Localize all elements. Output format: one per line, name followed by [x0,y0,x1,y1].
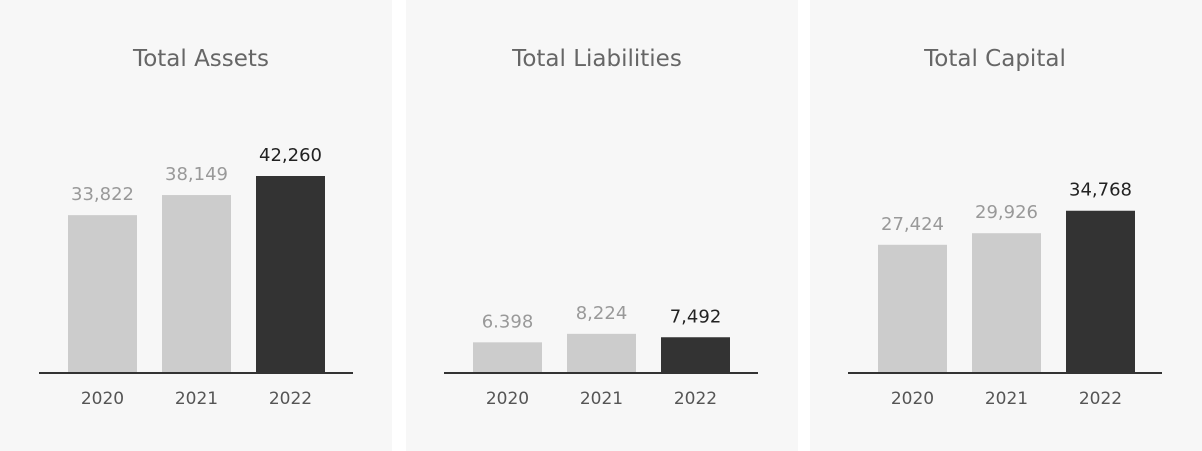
data-label: 8,224 [576,303,628,324]
x-tick-label: 2020 [891,389,934,409]
chart-panel-total-capital: Total Capital 27,424 2020 29,926 2021 34,768… [810,0,1202,451]
chart-title: Total Capital [923,46,1066,72]
x-tick-label: 2022 [1079,389,1122,409]
data-label: 42,260 [259,145,322,166]
x-tick-label: 2021 [175,389,218,409]
bar-2021 [162,195,231,372]
bar-2020 [878,244,947,372]
data-label: 27,424 [881,214,944,235]
chart-panel-total-liabilities: Total Liabilities 6.398 2020 8,224 2021 7,49… [406,0,798,451]
bar-group: 27,424 2020 29,926 2021 34,768 2022 [878,180,1135,409]
x-tick-label: 2020 [81,389,124,409]
data-label: 33,822 [71,184,134,205]
chart-total-capital: Total Capital 27,424 2020 29,926 2021 34,768… [848,46,1162,409]
bar-2022 [256,176,325,372]
x-tick-label: 2022 [269,389,312,409]
bar-2022 [661,337,730,372]
chart-title: Total Assets [132,46,269,72]
chart-panel-total-assets: Total Assets 33,822 2020 38,149 2021 42,260 2… [0,0,392,451]
chart-total-assets: Total Assets 33,822 2020 38,149 2021 42,260 2… [39,46,353,409]
bar-2020 [68,215,137,372]
data-label: 6.398 [482,311,534,332]
data-label: 29,926 [975,202,1038,223]
bar-2021 [972,233,1041,372]
x-tick-label: 2021 [985,389,1028,409]
chart-total-liabilities: Total Liabilities 6.398 2020 8,224 2021 7,49… [444,46,758,409]
bar-2021 [567,333,636,372]
data-label: 38,149 [165,164,228,185]
data-label: 7,492 [670,306,722,327]
x-tick-label: 2021 [580,389,623,409]
data-label: 34,768 [1069,180,1132,201]
x-tick-label: 2020 [486,389,529,409]
bar-group: 6.398 2020 8,224 2021 7,492 2022 [473,303,730,409]
chart-title: Total Liabilities [511,46,682,72]
bar-2022 [1066,210,1135,372]
bar-group: 33,822 2020 38,149 2021 42,260 2022 [68,145,325,409]
x-tick-label: 2022 [674,389,717,409]
bar-2020 [473,342,542,372]
